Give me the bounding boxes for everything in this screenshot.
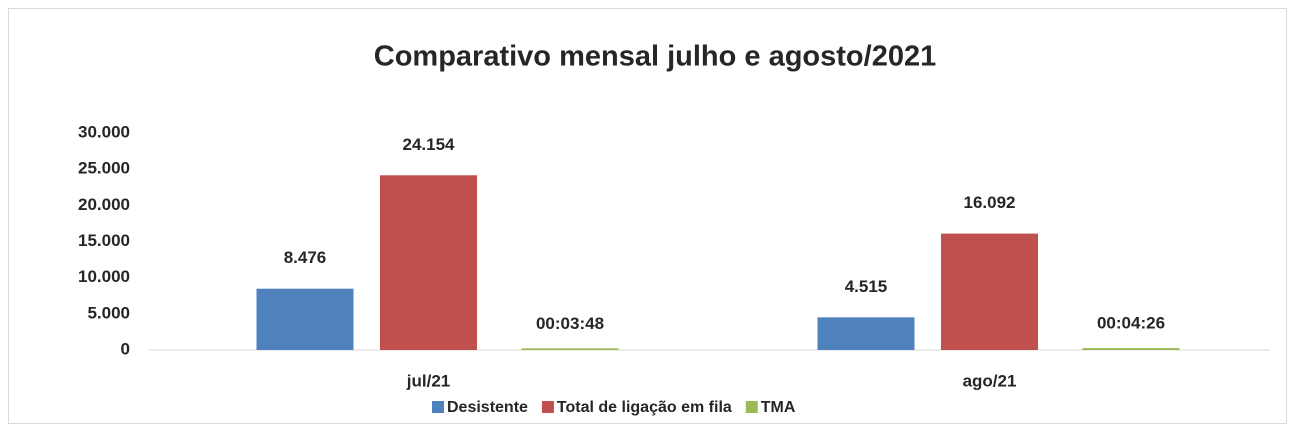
legend-label: Desistente (447, 399, 528, 416)
value-label: 8.476 (284, 248, 327, 267)
y-tick-label: 15.000 (78, 231, 130, 250)
legend-label: Total de ligação em fila (557, 399, 732, 416)
chart-border (8, 8, 1287, 424)
bar (380, 175, 477, 350)
legend-swatch (541, 401, 554, 413)
legend-swatch (745, 401, 758, 413)
value-label: 4.515 (845, 277, 888, 296)
bar (817, 317, 915, 350)
legend-swatch (432, 401, 444, 413)
value-label: 00:03:48 (536, 314, 604, 333)
chart-title: Comparativo mensal julho e agosto/2021 (374, 41, 936, 73)
bar (256, 288, 354, 350)
value-label: 00:04:26 (1097, 314, 1165, 333)
x-tick-label: jul/21 (406, 371, 450, 390)
y-tick-label: 0 (121, 339, 130, 358)
x-tick-label: ago/21 (963, 371, 1017, 390)
y-tick-label: 20.000 (78, 195, 130, 214)
y-tick-label: 5.000 (87, 303, 130, 322)
y-tick-label: 25.000 (78, 159, 130, 178)
y-tick-label: 30.000 (78, 122, 130, 141)
y-tick-label: 10.000 (78, 267, 130, 286)
bar (1082, 348, 1180, 350)
value-label: 16.092 (964, 193, 1016, 212)
value-label: 24.154 (403, 135, 456, 154)
bar (941, 233, 1038, 350)
legend-label: TMA (761, 399, 796, 416)
bar (521, 348, 619, 350)
